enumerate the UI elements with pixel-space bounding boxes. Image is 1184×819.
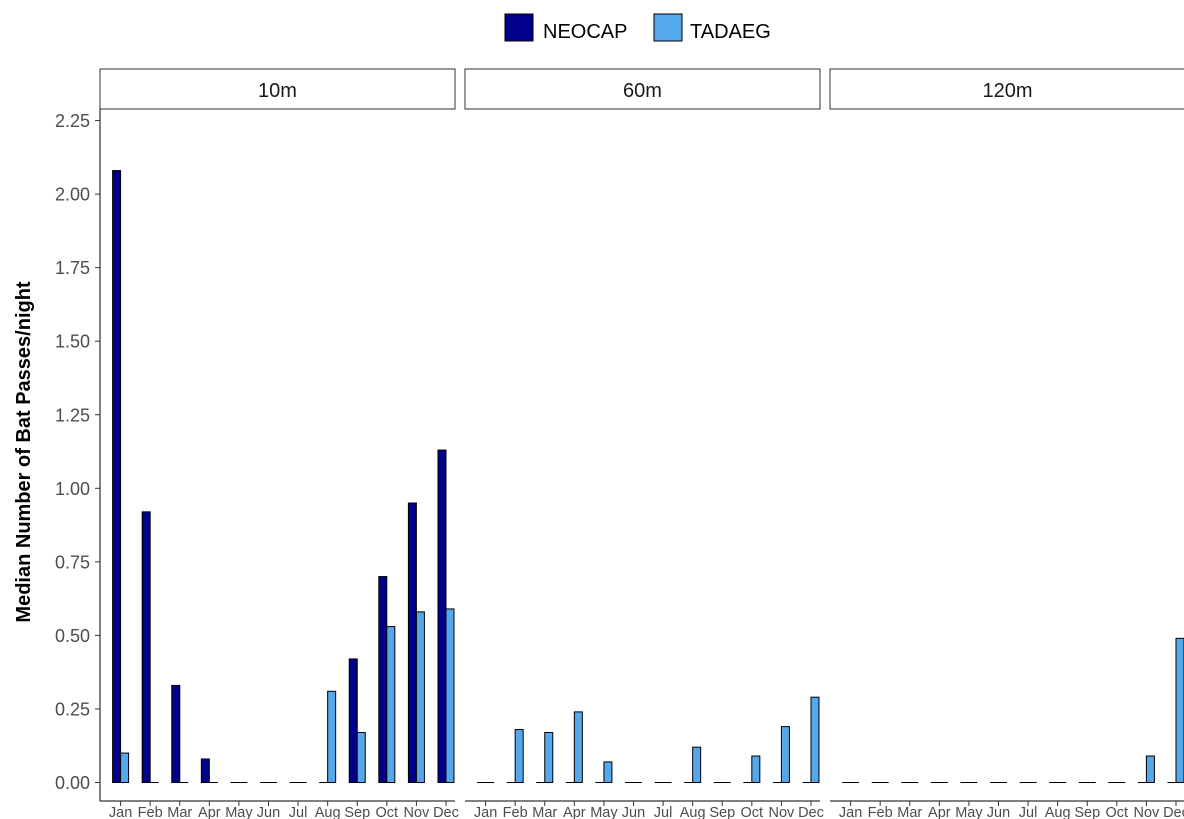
y-tick-label: 0.75 xyxy=(55,552,90,572)
y-tick-label: 1.75 xyxy=(55,258,90,278)
y-tick-label: 2.00 xyxy=(55,185,90,205)
y-tick-label: 1.25 xyxy=(55,405,90,425)
x-tick-label-Sep: Sep xyxy=(344,805,370,819)
bar-tadaeg-60m-Oct xyxy=(751,755,761,783)
x-tick-label-Dec: Dec xyxy=(433,805,459,819)
y-axis: 0.00 0.25 0.50 0.75 1.00 1.25 1.50 1.75 2.00 2.25 xyxy=(55,109,101,801)
x-tick-label-Aug: Aug xyxy=(315,805,341,819)
bar-tadaeg-10m-Dec xyxy=(445,608,455,783)
strip-120m xyxy=(829,68,1184,110)
bar-neocap-10m-Feb xyxy=(141,511,151,783)
y-axis-label: Median Number of Bat Passes/night xyxy=(13,281,35,623)
x-tick-label-May: May xyxy=(955,805,983,819)
x-tick-label-Apr: Apr xyxy=(563,805,586,819)
bar-neocap-10m-Dec xyxy=(437,449,447,783)
legend-label-tadaeg: TADAEG xyxy=(690,21,771,43)
x-tick-label-Nov: Nov xyxy=(769,805,796,819)
x-tick-label-Jan: Jan xyxy=(474,805,497,819)
bar-tadaeg-60m-Dec xyxy=(810,696,820,784)
x-tick-label-May: May xyxy=(225,805,253,819)
x-tick-label-Oct: Oct xyxy=(741,805,764,819)
x-tick-label-May: May xyxy=(590,805,618,819)
strip-60m xyxy=(464,68,821,110)
bar-neocap-10m-Sep xyxy=(348,658,358,783)
y-tick-label: 0.25 xyxy=(55,699,90,719)
x-tick-label-Oct: Oct xyxy=(1106,805,1129,819)
strip-label-120m: 120m xyxy=(982,80,1032,102)
x-tick-label-Jul: Jul xyxy=(654,805,673,819)
bar-tadaeg-120m-Nov xyxy=(1145,755,1155,783)
x-tick-label-Jul: Jul xyxy=(289,805,308,819)
y-tick-label: 1.00 xyxy=(55,479,90,499)
x-tick-label-Jan: Jan xyxy=(839,805,862,819)
x-tick-label-Nov: Nov xyxy=(1134,805,1161,819)
x-tick-label-Sep: Sep xyxy=(709,805,735,819)
bar-tadaeg-10m-Aug xyxy=(327,690,337,783)
legend-key-tadaeg xyxy=(653,13,683,42)
x-tick-label-Jun: Jun xyxy=(622,805,645,819)
bar-tadaeg-10m-Jan xyxy=(120,752,130,784)
x-tick-label-Feb: Feb xyxy=(868,805,893,819)
x-tick-label-Dec: Dec xyxy=(798,805,824,819)
x-tick-label-Apr: Apr xyxy=(928,805,951,819)
y-tick-label: 0.50 xyxy=(55,626,90,646)
x-tick-label-Apr: Apr xyxy=(198,805,221,819)
y-tick-label: 0.00 xyxy=(55,773,90,793)
bar-neocap-10m-Apr xyxy=(200,758,210,783)
x-tick-label-Jan: Jan xyxy=(109,805,132,819)
strip-label-10m: 10m xyxy=(258,80,297,102)
bar-tadaeg-60m-Nov xyxy=(780,726,790,783)
x-tick-label-Nov: Nov xyxy=(404,805,431,819)
x-tick-label-Jun: Jun xyxy=(257,805,280,819)
bar-tadaeg-10m-Sep xyxy=(356,731,366,784)
x-tick-label-Aug: Aug xyxy=(680,805,706,819)
bar-tadaeg-10m-Oct xyxy=(386,626,396,783)
panel-60m: 60m Jan Feb Mar Apr May Jun Jul Aug Sep Oct Nov Dec xyxy=(464,68,824,819)
bar-tadaeg-10m-Nov xyxy=(415,611,425,784)
bar-neocap-10m-Oct xyxy=(378,576,388,783)
bar-tadaeg-60m-Feb xyxy=(514,729,524,784)
y-tick-label: 1.50 xyxy=(55,332,90,352)
strip-label-60m: 60m xyxy=(623,80,662,102)
legend-key-neocap xyxy=(504,13,534,42)
x-tick-label-Mar: Mar xyxy=(167,805,192,819)
strip-10m xyxy=(99,68,456,110)
bar-neocap-10m-Nov xyxy=(407,502,417,783)
panel-10m: 10m Jan Feb Mar Apr May Jun Jul Aug Sep Oct Nov Dec xyxy=(99,68,459,819)
y-tick-label: 2.25 xyxy=(55,111,90,131)
bar-neocap-10m-Mar xyxy=(171,684,181,783)
bar-tadaeg-120m-Dec xyxy=(1175,637,1184,783)
bar-tadaeg-60m-May xyxy=(603,761,613,784)
x-tick-label-Sep: Sep xyxy=(1074,805,1100,819)
x-tick-label-Aug: Aug xyxy=(1045,805,1071,819)
legend: NEOCAP TADAEG xyxy=(504,13,771,43)
x-tick-label-Dec: Dec xyxy=(1163,805,1184,819)
x-tick-label-Oct: Oct xyxy=(376,805,399,819)
bar-neocap-10m-Jan xyxy=(112,170,122,783)
bar-tadaeg-60m-Apr xyxy=(573,711,583,784)
x-tick-label-Feb: Feb xyxy=(503,805,528,819)
bar-tadaeg-60m-Mar xyxy=(544,731,554,784)
x-tick-label-Jun: Jun xyxy=(987,805,1010,819)
bar-tadaeg-60m-Aug xyxy=(692,746,702,783)
x-tick-label-Feb: Feb xyxy=(138,805,163,819)
x-tick-label-Mar: Mar xyxy=(532,805,557,819)
legend-label-neocap: NEOCAP xyxy=(543,21,627,43)
x-tick-label-Mar: Mar xyxy=(897,805,922,819)
x-tick-label-Jul: Jul xyxy=(1019,805,1038,819)
